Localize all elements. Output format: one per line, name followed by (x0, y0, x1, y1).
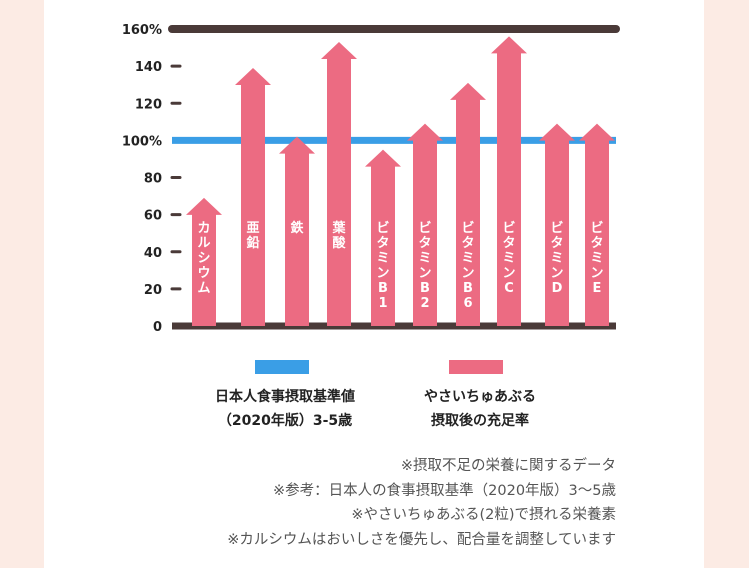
y-tick-label: 140 (135, 60, 162, 75)
footnote: ※やさいちゅあぶる(2粒)で摂れる栄養素 (351, 507, 616, 523)
bar-9 (539, 123, 575, 326)
y-tick-label: 0 (153, 320, 162, 335)
bar-2 (235, 67, 271, 326)
y-tick-label: 160% (122, 23, 162, 38)
category-label: 鉄 (290, 220, 303, 236)
legend-product-label: やさいちゅあぶる 摂取後の充足率 (424, 389, 536, 429)
legend-product-swatch (449, 360, 503, 374)
category-label: 葉酸 (331, 220, 346, 251)
bar-4 (321, 41, 357, 327)
bar-1 (186, 197, 222, 326)
legend-standard-label: 日本人食事摂取基準値 （2020年版）3-5歳 (215, 389, 355, 429)
bar-6 (407, 123, 443, 326)
footnote: ※カルシウムはおいしさを優先し、配合量を調整しています (227, 531, 616, 548)
legend-standard-swatch (255, 360, 309, 374)
category-label: 亜鉛 (246, 221, 259, 251)
footnote: ※摂取不足の栄養に関するデータ (400, 458, 616, 474)
category-label: ビタミン B 1 (376, 220, 389, 311)
category-label: ビタミン C (502, 220, 515, 296)
category-label: カルシウム (197, 221, 210, 296)
y-tick-label: 80 (144, 172, 162, 187)
y-tick-label: 120 (135, 97, 162, 112)
y-tick-label: 20 (144, 283, 162, 298)
bar-3 (279, 136, 315, 326)
footnote: ※参考：日本人の食事摂取基準（2020年版）3〜5歳 (273, 482, 616, 499)
y-tick-label: 100% (122, 134, 162, 149)
bar-5 (365, 149, 401, 326)
y-tick-label: 40 (144, 246, 162, 261)
bar-10 (579, 123, 615, 326)
y-tick-label: 60 (144, 209, 162, 224)
bar-7 (450, 82, 486, 326)
category-label: ビタミン B 2 (418, 220, 431, 311)
category-label: ビタミン E (590, 220, 603, 296)
category-label: ビタミン B 6 (461, 220, 474, 311)
category-label: ビタミン D (550, 220, 563, 296)
bar-8 (491, 36, 527, 327)
footnotes: ※摂取不足の栄養に関するデータ ※参考：日本人の食事摂取基準（2020年版）3〜… (227, 454, 616, 552)
